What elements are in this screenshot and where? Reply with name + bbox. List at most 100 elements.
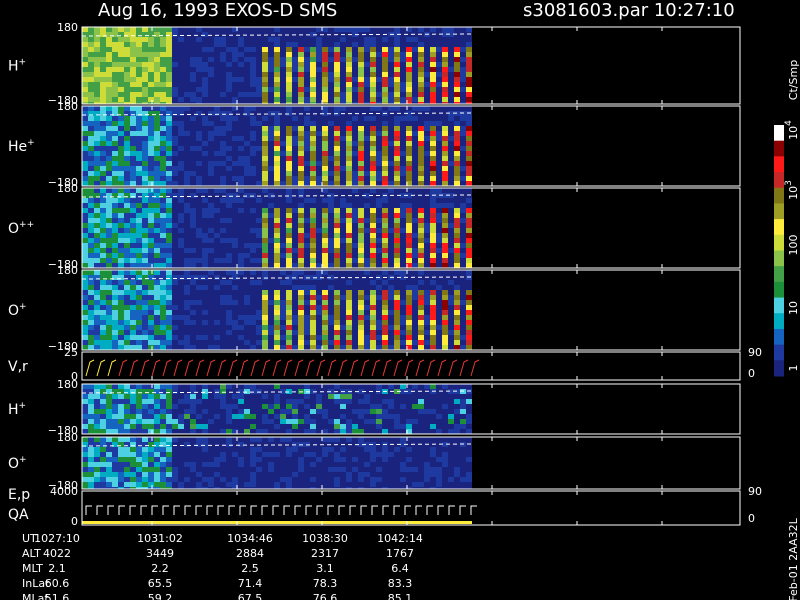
spectrogram-cell bbox=[358, 136, 364, 141]
spectrogram-cell bbox=[274, 275, 280, 280]
spectrogram-cell bbox=[274, 77, 280, 82]
spectrogram-cell bbox=[274, 198, 280, 203]
spectrogram-cell bbox=[418, 414, 424, 419]
spectrogram-cell bbox=[292, 37, 298, 42]
spectrogram-cell bbox=[118, 131, 124, 136]
spectrogram-cell bbox=[400, 213, 406, 218]
spectrogram-cell bbox=[196, 419, 202, 424]
spectrogram-cell bbox=[124, 116, 130, 121]
spectrogram-cell bbox=[214, 310, 220, 315]
spectrogram-cell bbox=[316, 111, 322, 116]
spectrogram-cell bbox=[220, 419, 226, 424]
spectrogram-cell bbox=[136, 399, 142, 404]
spectrogram-cell bbox=[370, 275, 376, 280]
spectrogram-cell bbox=[130, 310, 136, 315]
spectrogram-cell bbox=[358, 263, 364, 268]
spectrogram-cell bbox=[466, 300, 472, 305]
spectrogram-cell bbox=[124, 188, 130, 193]
spectrogram-cell bbox=[190, 87, 196, 92]
spectrogram-cell bbox=[250, 414, 256, 419]
spectrogram-cell bbox=[424, 424, 430, 429]
spectrogram-cell bbox=[100, 62, 106, 67]
spectrogram-cell bbox=[388, 300, 394, 305]
spectrogram-cell bbox=[172, 335, 178, 340]
spectrogram-cell bbox=[100, 305, 106, 310]
spectrogram-cell bbox=[328, 429, 334, 434]
spectrogram-cell bbox=[346, 52, 352, 57]
spectrogram-cell bbox=[394, 330, 400, 335]
spectrogram-cell bbox=[166, 77, 172, 82]
spectrogram-cell bbox=[322, 193, 328, 198]
spectrogram-cell bbox=[262, 330, 268, 335]
spectrogram-cell bbox=[100, 300, 106, 305]
spectrogram-cell bbox=[322, 335, 328, 340]
spectrogram-cell bbox=[448, 181, 454, 186]
spectrogram-cell bbox=[304, 223, 310, 228]
spectrogram-cell bbox=[322, 290, 328, 295]
spectrogram-cell bbox=[292, 116, 298, 121]
spectrogram-cell bbox=[442, 106, 448, 111]
spectrogram-cell bbox=[238, 389, 244, 394]
spectrogram-cell bbox=[256, 126, 262, 131]
spectrogram-cell bbox=[436, 243, 442, 248]
spectrogram-cell bbox=[118, 238, 124, 243]
spectrogram-cell bbox=[172, 62, 178, 67]
spectrogram-cell bbox=[130, 106, 136, 111]
spectrogram-cell bbox=[238, 166, 244, 171]
spectrogram-cell bbox=[142, 275, 148, 280]
spectrogram-cell bbox=[376, 305, 382, 310]
spectrogram-cell bbox=[82, 213, 88, 218]
spectrogram-cell bbox=[190, 248, 196, 253]
spectrogram-cell bbox=[100, 131, 106, 136]
spectrogram-cell bbox=[124, 325, 130, 330]
spectrogram-cell bbox=[274, 121, 280, 126]
spectrogram-cell bbox=[460, 82, 466, 87]
spectrogram-cell bbox=[178, 141, 184, 146]
spectrogram-cell bbox=[232, 404, 238, 409]
spectrogram-cell bbox=[394, 198, 400, 203]
spectrogram-cell bbox=[106, 188, 112, 193]
spectrogram-cell bbox=[130, 263, 136, 268]
spectrogram-cell bbox=[226, 275, 232, 280]
spectrogram-cell bbox=[226, 414, 232, 419]
spectrogram-cell bbox=[220, 116, 226, 121]
spectrogram-cell bbox=[412, 300, 418, 305]
spectrogram-cell bbox=[154, 27, 160, 32]
spectrogram-cell bbox=[442, 156, 448, 161]
spectrogram-cell bbox=[286, 198, 292, 203]
spectrogram-cell bbox=[106, 394, 112, 399]
spectrogram-cell bbox=[382, 285, 388, 290]
spectrogram-cell bbox=[226, 198, 232, 203]
spectrogram-cell bbox=[160, 203, 166, 208]
spectrogram-cell bbox=[250, 270, 256, 275]
spectrogram-cell bbox=[406, 290, 412, 295]
spectrogram-cell bbox=[286, 320, 292, 325]
spectrogram-cell bbox=[280, 345, 286, 350]
spectrogram-cell bbox=[214, 106, 220, 111]
spectrogram-cell bbox=[142, 131, 148, 136]
spectrogram-cell bbox=[364, 228, 370, 233]
spectrogram-cell bbox=[352, 121, 358, 126]
spectrogram-cell bbox=[448, 248, 454, 253]
spectrogram-cell bbox=[328, 300, 334, 305]
spectrogram-cell bbox=[298, 399, 304, 404]
spectrogram-cell bbox=[142, 198, 148, 203]
spectrogram-cell bbox=[382, 62, 388, 67]
spectrogram-cell bbox=[454, 181, 460, 186]
spectrogram-cell bbox=[430, 52, 436, 57]
spectrogram-cell bbox=[412, 243, 418, 248]
spectrogram-cell bbox=[316, 62, 322, 67]
spectrogram-cell bbox=[214, 429, 220, 434]
spectrogram-cell bbox=[460, 295, 466, 300]
spectrogram-cell bbox=[238, 394, 244, 399]
spectrogram-cell bbox=[466, 87, 472, 92]
spectrogram-cell bbox=[94, 285, 100, 290]
spectrogram-cell bbox=[394, 409, 400, 414]
spectrogram-cell bbox=[106, 419, 112, 424]
spectrogram-cell bbox=[394, 414, 400, 419]
spectrogram-cell bbox=[460, 300, 466, 305]
spectrogram-cell bbox=[304, 126, 310, 131]
panel-label-base: He bbox=[8, 139, 27, 155]
spectrogram-cell bbox=[100, 243, 106, 248]
spectrogram-cell bbox=[94, 193, 100, 198]
